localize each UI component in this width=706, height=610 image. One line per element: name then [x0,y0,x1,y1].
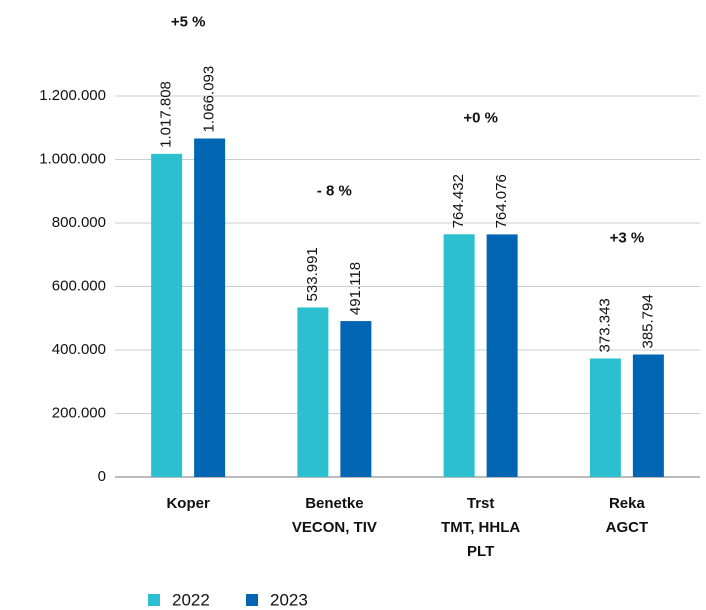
bar [194,138,226,477]
bar [486,234,518,477]
change-annotation: +3 % [610,229,645,246]
x-tick-label: VECON, TIV [292,519,377,536]
x-tick-label: Trst [467,495,495,512]
change-annotation: +0 % [463,109,498,126]
value-label: 533.991 [304,247,321,301]
bar [151,153,183,478]
y-tick-label: 1.200.000 [39,87,106,104]
value-label: 373.343 [596,298,613,352]
value-label: 764.432 [450,174,467,228]
x-tick-label: Koper [166,495,210,512]
value-label: 1.017.808 [158,81,175,148]
y-tick-label: 200.000 [52,404,106,421]
x-tick-label: PLT [467,543,494,560]
y-tick-label: 600.000 [52,277,106,294]
bar [443,234,475,477]
change-annotation: - 8 % [317,182,352,199]
change-annotation: +5 % [171,13,206,30]
bar [340,321,372,477]
legend-label: 2023 [270,590,308,609]
legend-swatch [148,594,160,606]
x-tick-label: Reka [609,495,646,512]
y-tick-label: 400.000 [52,341,106,358]
y-tick-label: 800.000 [52,214,106,231]
legend-label: 2022 [172,590,210,609]
value-label: 491.118 [347,262,364,315]
value-label: 764.076 [493,174,510,228]
bar [589,358,621,477]
bar [297,307,329,477]
x-tick-label: AGCT [606,519,649,536]
y-tick-label: 0 [98,468,106,485]
x-tick-label: TMT, HHLA [441,519,520,536]
y-tick-label: 1.000.000 [39,150,106,167]
bar [632,354,664,477]
x-tick-label: Benetke [305,495,363,512]
value-label: 385.794 [639,294,656,348]
legend-swatch [246,594,258,606]
value-label: 1.066.093 [201,66,218,133]
